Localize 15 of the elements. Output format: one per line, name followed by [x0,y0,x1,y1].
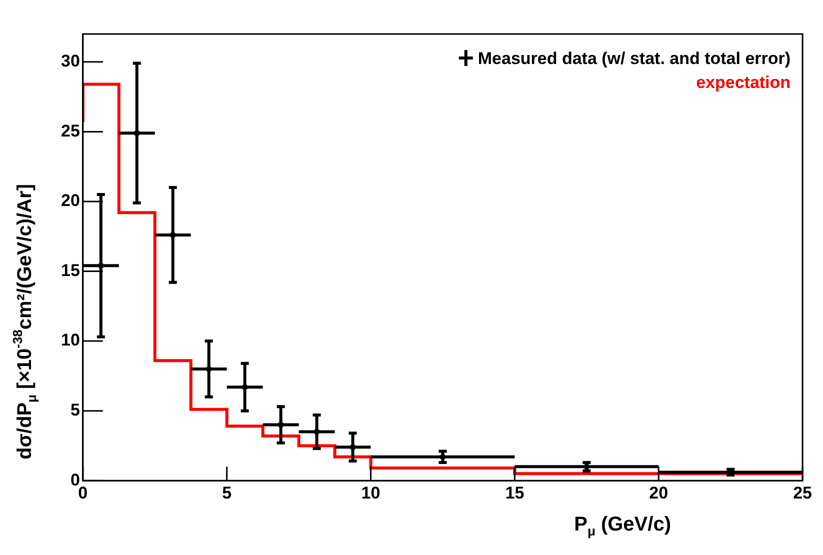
y-tick-label: 20 [60,191,80,210]
y-tick-label: 15 [60,260,80,280]
text: expectation [696,73,791,92]
legend-label: Measured data (w/ stat. and total error) [478,49,791,68]
x-tick-label: 15 [505,483,524,502]
y-tick-label: 5 [70,400,80,420]
y-tick-label: 30 [60,52,80,71]
x-tick-label: 25 [793,483,812,502]
x-tick-label: 5 [222,483,232,502]
y-tick-label: 0 [70,470,80,490]
y-axis-title: dσ/dPμ [×10-38cm²/(GeV/c)/Ar] [10,184,39,460]
x-tick-label: 20 [649,483,668,502]
y-tick-label: 25 [60,121,80,140]
y-tick-label: 10 [60,330,80,350]
x-tick-label: 10 [361,483,380,502]
